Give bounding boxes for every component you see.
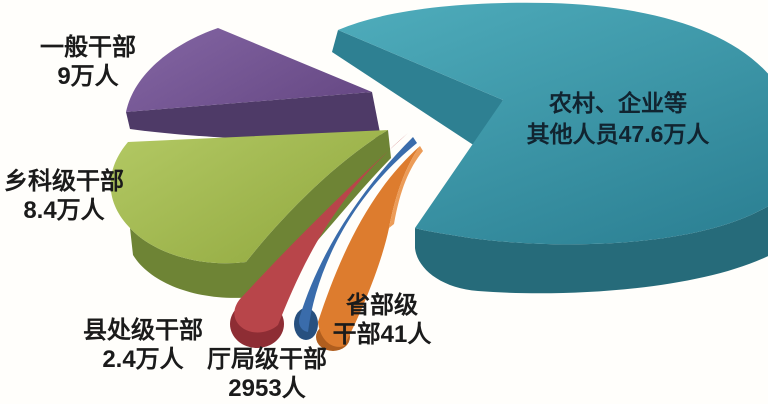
slice-bureau-cadres xyxy=(294,137,417,340)
slice-other-cut-face xyxy=(332,30,503,148)
slice-county-cadres xyxy=(230,133,408,348)
label-other-personnel: 农村、企业等 其他人员47.6万人 xyxy=(527,88,710,150)
label-township-cadres: 乡科级干部 8.4万人 xyxy=(4,167,124,225)
slice-provincial-front-face xyxy=(318,146,420,347)
slice-general-cadres xyxy=(126,28,381,140)
label-provincial-value: 干部41人 xyxy=(332,321,432,348)
label-bureau-value: 2953人 xyxy=(228,375,306,402)
slice-other-side-face xyxy=(415,206,768,294)
slice-township-cadres xyxy=(110,130,391,298)
slice-general-top-face xyxy=(126,28,372,112)
label-township-value: 8.4万人 xyxy=(23,197,105,224)
label-provincial-cadres: 省部级 干部41人 xyxy=(333,291,432,349)
label-general-value: 9万人 xyxy=(57,63,119,90)
label-general-cadres: 一般干部 9万人 xyxy=(40,33,136,91)
label-county-name: 县处级干部 xyxy=(83,317,203,344)
label-general-name: 一般干部 xyxy=(40,34,136,61)
slice-township-side-face xyxy=(130,130,391,298)
label-provincial-name: 省部级 xyxy=(345,292,418,319)
slice-county-top-face xyxy=(234,133,408,333)
slice-bureau-top-face xyxy=(298,137,417,332)
slice-provincial-top-edge-highlight xyxy=(389,146,423,228)
label-township-name: 乡科级干部 xyxy=(4,168,124,195)
slice-provincial-cadres xyxy=(316,146,423,351)
label-other-value: 其他人员47.6万人 xyxy=(526,121,710,147)
label-other-name: 农村、企业等 xyxy=(548,90,687,116)
label-bureau-cadres: 厅局级干部 2953人 xyxy=(207,345,327,403)
label-bureau-name: 厅局级干部 xyxy=(207,346,327,373)
slice-general-side-face xyxy=(126,92,381,140)
slice-other-top-face xyxy=(338,2,768,245)
slice-township-top-face xyxy=(110,130,389,264)
label-county-cadres: 县处级干部 2.4万人 xyxy=(83,316,203,374)
slice-other-personnel xyxy=(332,2,768,294)
label-county-value: 2.4万人 xyxy=(102,346,184,373)
